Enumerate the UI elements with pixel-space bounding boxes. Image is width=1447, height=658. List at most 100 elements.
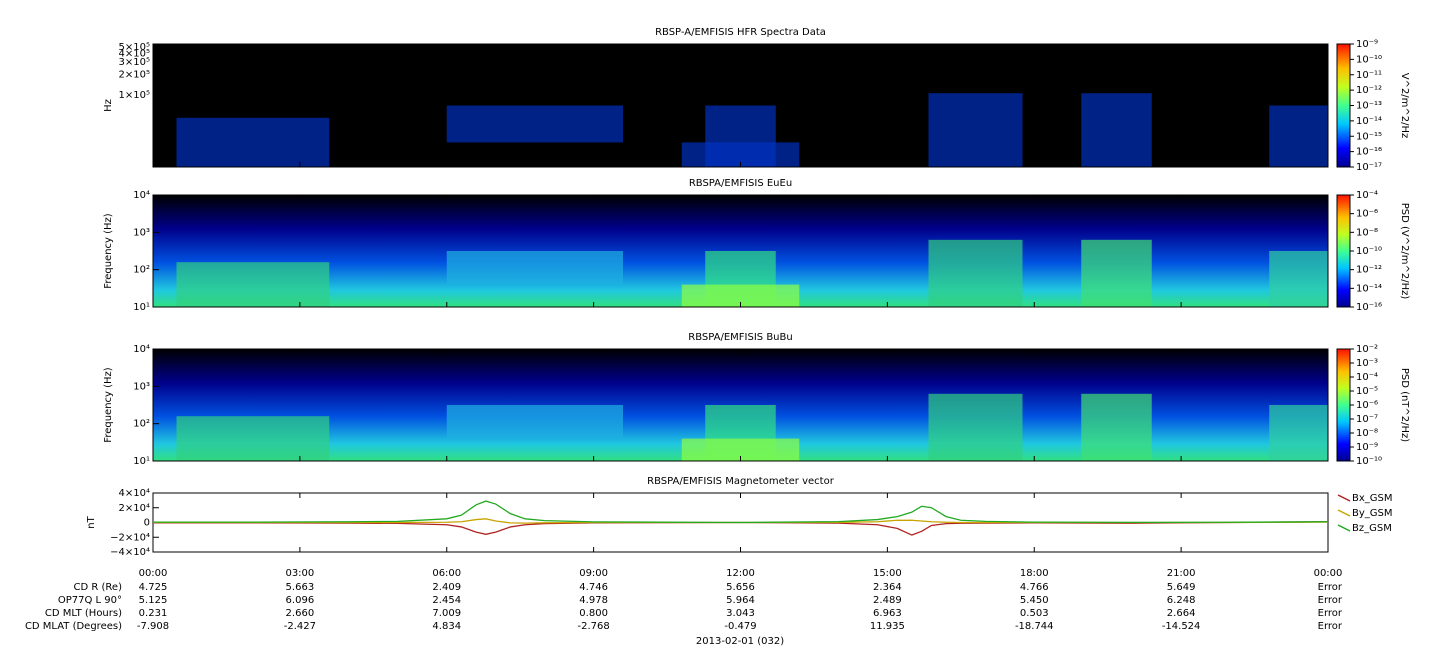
- ephemeris-value: 0.503: [1020, 608, 1049, 619]
- spectrogram-feature: [1081, 393, 1152, 461]
- ephemeris-value: 4.978: [579, 595, 608, 606]
- ephemeris-value: 2.664: [1167, 608, 1196, 619]
- spectrogram-feature: [1269, 251, 1328, 307]
- colorbar-tick-label: 10⁻¹⁰: [1356, 54, 1382, 65]
- row-label: CD MLAT (Degrees): [25, 621, 122, 632]
- y-tick-label: −4×10⁴: [110, 547, 150, 558]
- y-axis-label: Hz: [103, 99, 114, 112]
- ephemeris-value: -2.768: [578, 621, 610, 632]
- spectrogram-feature: [446, 251, 623, 285]
- legend-swatch: [1337, 494, 1351, 502]
- ephemeris-value: 6.096: [286, 595, 315, 606]
- ephemeris-value: 5.663: [286, 582, 315, 593]
- x-tick-label: 21:00: [1167, 568, 1196, 579]
- ephemeris-value: 11.935: [870, 621, 905, 632]
- y-tick-label: 10³: [133, 381, 150, 392]
- x-tick-label: 00:00: [1314, 568, 1343, 579]
- ephemeris-value: 2.489: [873, 595, 902, 606]
- spectrogram-feature: [681, 438, 800, 461]
- panel-title: RBSPA/EMFISIS Magnetometer vector: [647, 476, 835, 487]
- colorbar-tick-label: 10⁻¹⁶: [1356, 302, 1382, 313]
- ephemeris-value: 4.766: [1020, 582, 1049, 593]
- y-axis-label: Frequency (Hz): [103, 367, 114, 443]
- y-tick-label: 4×10⁵: [119, 49, 150, 60]
- x-tick-label: 00:00: [139, 568, 168, 579]
- spectrogram-feature: [446, 105, 623, 143]
- row-label: CD R (Re): [74, 582, 123, 593]
- ephemeris-value: Error: [1318, 595, 1343, 606]
- y-tick-label: 4×10⁴: [119, 488, 150, 499]
- colorbar-tick-label: 10⁻¹²: [1356, 265, 1382, 276]
- y-tick-label: 10¹: [133, 302, 150, 313]
- panel-title: RBSPA/EMFISIS EuEu: [689, 178, 792, 189]
- colorbar-tick-label: 10⁻¹⁵: [1356, 131, 1382, 142]
- ephemeris-value: -14.524: [1162, 621, 1201, 632]
- y-tick-label: 2×10⁴: [119, 503, 150, 514]
- colorbar-tick-label: 10⁻⁸: [1356, 428, 1378, 439]
- colorbar: [1336, 194, 1351, 308]
- legend-label: By_GSM: [1352, 508, 1393, 519]
- colorbar: [1336, 43, 1351, 168]
- ephemeris-value: 3.043: [726, 608, 755, 619]
- spectrogram-feature: [176, 117, 330, 167]
- date-label: 2013-02-01 (032): [696, 636, 784, 647]
- y-tick-label: 10¹: [133, 456, 150, 467]
- y-tick-label: 10⁴: [133, 190, 150, 201]
- colorbar-tick-label: 10⁻⁵: [1356, 386, 1378, 397]
- colorbar-label: PSD (V^2/m^2/Hz): [1399, 203, 1410, 300]
- y-axis-label: nT: [86, 515, 97, 528]
- ephemeris-value: 5.649: [1167, 582, 1196, 593]
- colorbar-tick-label: 10⁻³: [1356, 358, 1378, 369]
- ephemeris-value: -2.427: [284, 621, 316, 632]
- y-tick-label: 5×10⁵: [119, 42, 150, 53]
- colorbar-tick-label: 10⁻¹⁴: [1356, 283, 1382, 294]
- x-tick-label: 15:00: [873, 568, 902, 579]
- ephemeris-value: -0.479: [724, 621, 756, 632]
- ephemeris-value: 5.450: [1020, 595, 1049, 606]
- colorbar-tick-label: 10⁻⁷: [1356, 414, 1378, 425]
- legend-label: Bz_GSM: [1352, 523, 1392, 534]
- panel-title: RBSPA/EMFISIS BuBu: [688, 332, 792, 343]
- colorbar-label: V^2/m^2/Hz: [1399, 73, 1410, 139]
- ephemeris-value: 6.248: [1167, 595, 1196, 606]
- ephemeris-value: 0.800: [579, 608, 608, 619]
- x-tick-label: 06:00: [432, 568, 461, 579]
- ephemeris-value: 2.409: [432, 582, 461, 593]
- legend-swatch: [1337, 524, 1351, 532]
- ephemeris-value: 6.963: [873, 608, 902, 619]
- colorbar-tick-label: 10⁻⁴: [1356, 190, 1378, 201]
- ephemeris-value: 2.660: [286, 608, 315, 619]
- ephemeris-value: 2.454: [432, 595, 461, 606]
- y-tick-label: 1×10⁵: [119, 90, 150, 101]
- colorbar-tick-label: 10⁻¹⁶: [1356, 147, 1382, 158]
- colorbar-tick-label: 10⁻⁴: [1356, 372, 1378, 383]
- colorbar-tick-label: 10⁻¹³: [1356, 101, 1382, 112]
- x-tick-label: 12:00: [726, 568, 755, 579]
- x-tick-label: 03:00: [285, 568, 314, 579]
- ephemeris-value: -7.908: [137, 621, 169, 632]
- colorbar-tick-label: 10⁻¹⁴: [1356, 116, 1382, 127]
- colorbar-tick-label: 10⁻¹⁷: [1356, 162, 1382, 173]
- row-label: CD MLT (Hours): [45, 608, 122, 619]
- colorbar-tick-label: 10⁻⁸: [1356, 227, 1378, 238]
- spectrogram-feature: [446, 405, 623, 439]
- ephemeris-value: Error: [1318, 608, 1343, 619]
- ephemeris-value: 5.656: [726, 582, 755, 593]
- spectrogram-feature: [928, 239, 1023, 307]
- ephemeris-value: 2.364: [873, 582, 902, 593]
- spectrogram-feature: [1269, 105, 1328, 167]
- spectrogram-feature: [928, 93, 1023, 167]
- spectrogram-feature: [1081, 93, 1152, 167]
- y-tick-label: 0: [144, 518, 150, 529]
- spectrogram-feature: [176, 416, 330, 461]
- colorbar-tick-label: 10⁻¹¹: [1356, 70, 1382, 81]
- spectrogram-feature: [928, 393, 1023, 461]
- colorbar: [1336, 348, 1351, 462]
- x-tick-label: 18:00: [1020, 568, 1049, 579]
- colorbar-tick-label: 10⁻¹²: [1356, 85, 1382, 96]
- colorbar-tick-label: 10⁻⁶: [1356, 209, 1378, 220]
- y-tick-label: 3×10⁵: [119, 57, 150, 68]
- y-tick-label: 10⁴: [133, 344, 150, 355]
- panel-title: RBSP-A/EMFISIS HFR Spectra Data: [655, 27, 826, 38]
